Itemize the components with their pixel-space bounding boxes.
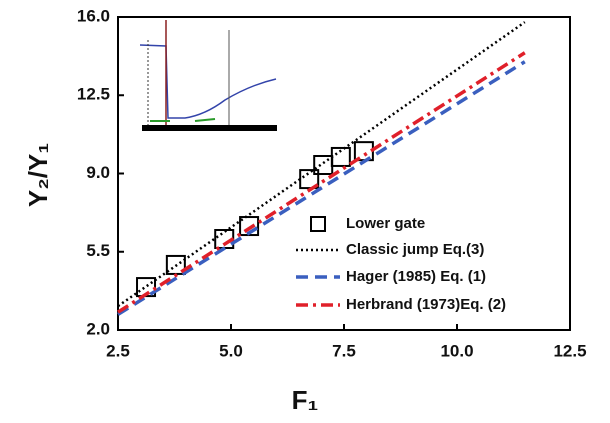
inset xyxy=(139,20,277,131)
y-axis-label: Y₂/Y₁ xyxy=(23,143,53,207)
y-tick-label: 9.0 xyxy=(86,163,110,182)
data-point xyxy=(239,216,260,237)
x-tick-label: 5.0 xyxy=(219,341,243,360)
legend-label: Lower gate xyxy=(346,215,425,232)
legend-marker xyxy=(310,216,326,232)
x-tick-label: 2.5 xyxy=(106,341,130,360)
x-tick-label: 12.5 xyxy=(553,341,586,360)
legend-label: Herbrand (1973)Eq. (2) xyxy=(346,296,506,313)
y-tick-label: 2.0 xyxy=(86,319,110,338)
plot-frame xyxy=(117,16,571,331)
legend-label: Hager (1985) Eq. (1) xyxy=(346,268,486,285)
y-tick-label: 5.5 xyxy=(86,241,110,260)
series-line xyxy=(117,21,526,308)
legend-label: Classic jump Eq.(3) xyxy=(346,241,484,258)
series-line xyxy=(117,51,526,314)
y-tick-label: 16.0 xyxy=(77,6,110,25)
x-tick-label: 10.0 xyxy=(440,341,473,360)
series-line xyxy=(117,60,526,316)
data-point xyxy=(299,169,320,190)
data-point xyxy=(313,155,334,176)
y-tick-label: 12.5 xyxy=(77,85,110,104)
x-tick-label: 7.5 xyxy=(332,341,356,360)
x-axis-label: F₁ xyxy=(292,385,319,415)
